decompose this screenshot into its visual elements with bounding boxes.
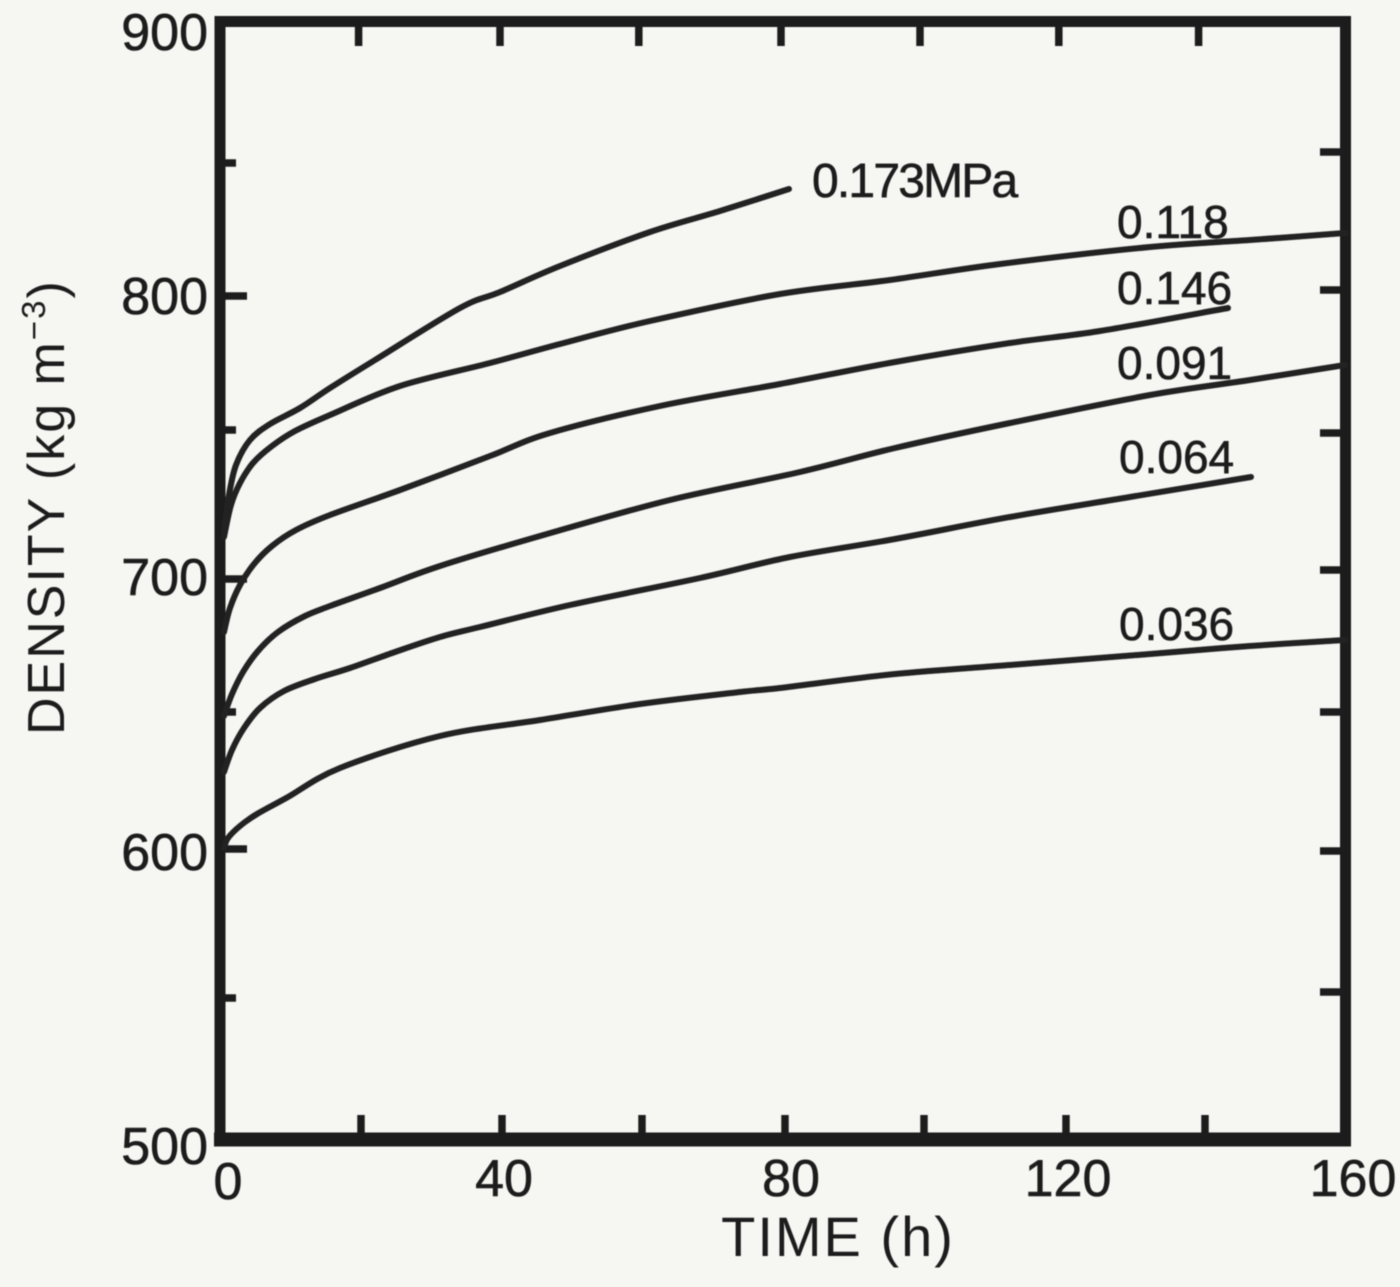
svg-text:600: 600 bbox=[121, 824, 208, 882]
svg-text:900: 900 bbox=[121, 4, 208, 62]
svg-text:0.036: 0.036 bbox=[1119, 598, 1234, 650]
svg-text:80: 80 bbox=[762, 1150, 820, 1208]
svg-text:700: 700 bbox=[121, 549, 208, 607]
svg-text:TIME (h): TIME (h) bbox=[721, 1205, 955, 1268]
svg-text:DENSITY (kg m−3): DENSITY (kg m−3) bbox=[15, 279, 76, 735]
svg-text:0.091: 0.091 bbox=[1117, 337, 1232, 389]
svg-text:0.118: 0.118 bbox=[1117, 196, 1229, 248]
svg-text:40: 40 bbox=[475, 1150, 533, 1208]
svg-text:0.173MPa: 0.173MPa bbox=[812, 155, 1019, 208]
svg-text:0: 0 bbox=[214, 1153, 243, 1211]
svg-text:0.146: 0.146 bbox=[1117, 262, 1232, 314]
svg-text:0.064: 0.064 bbox=[1119, 431, 1234, 483]
svg-text:160: 160 bbox=[1310, 1150, 1397, 1208]
svg-text:120: 120 bbox=[1025, 1150, 1112, 1208]
svg-text:500: 500 bbox=[121, 1118, 208, 1176]
svg-text:800: 800 bbox=[121, 268, 208, 326]
